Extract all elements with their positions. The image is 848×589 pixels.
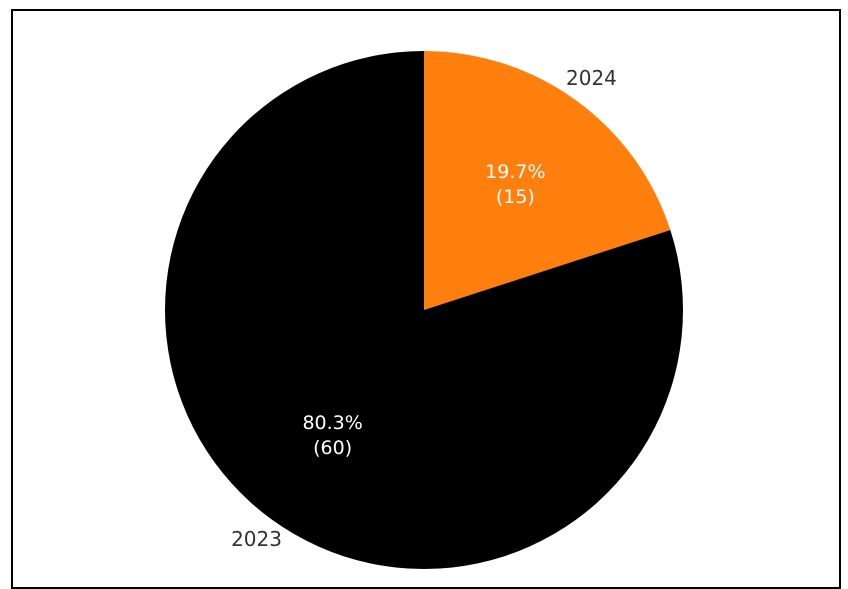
- category-label-2024: 2024: [566, 66, 617, 90]
- percent-label-2024: 19.7%: [485, 161, 545, 183]
- count-label-2023: (60): [313, 437, 352, 459]
- percent-label-2023: 80.3%: [302, 412, 362, 434]
- count-label-2024: (15): [496, 186, 535, 208]
- category-label-2023: 2023: [231, 527, 282, 551]
- pie-slices: [165, 51, 683, 569]
